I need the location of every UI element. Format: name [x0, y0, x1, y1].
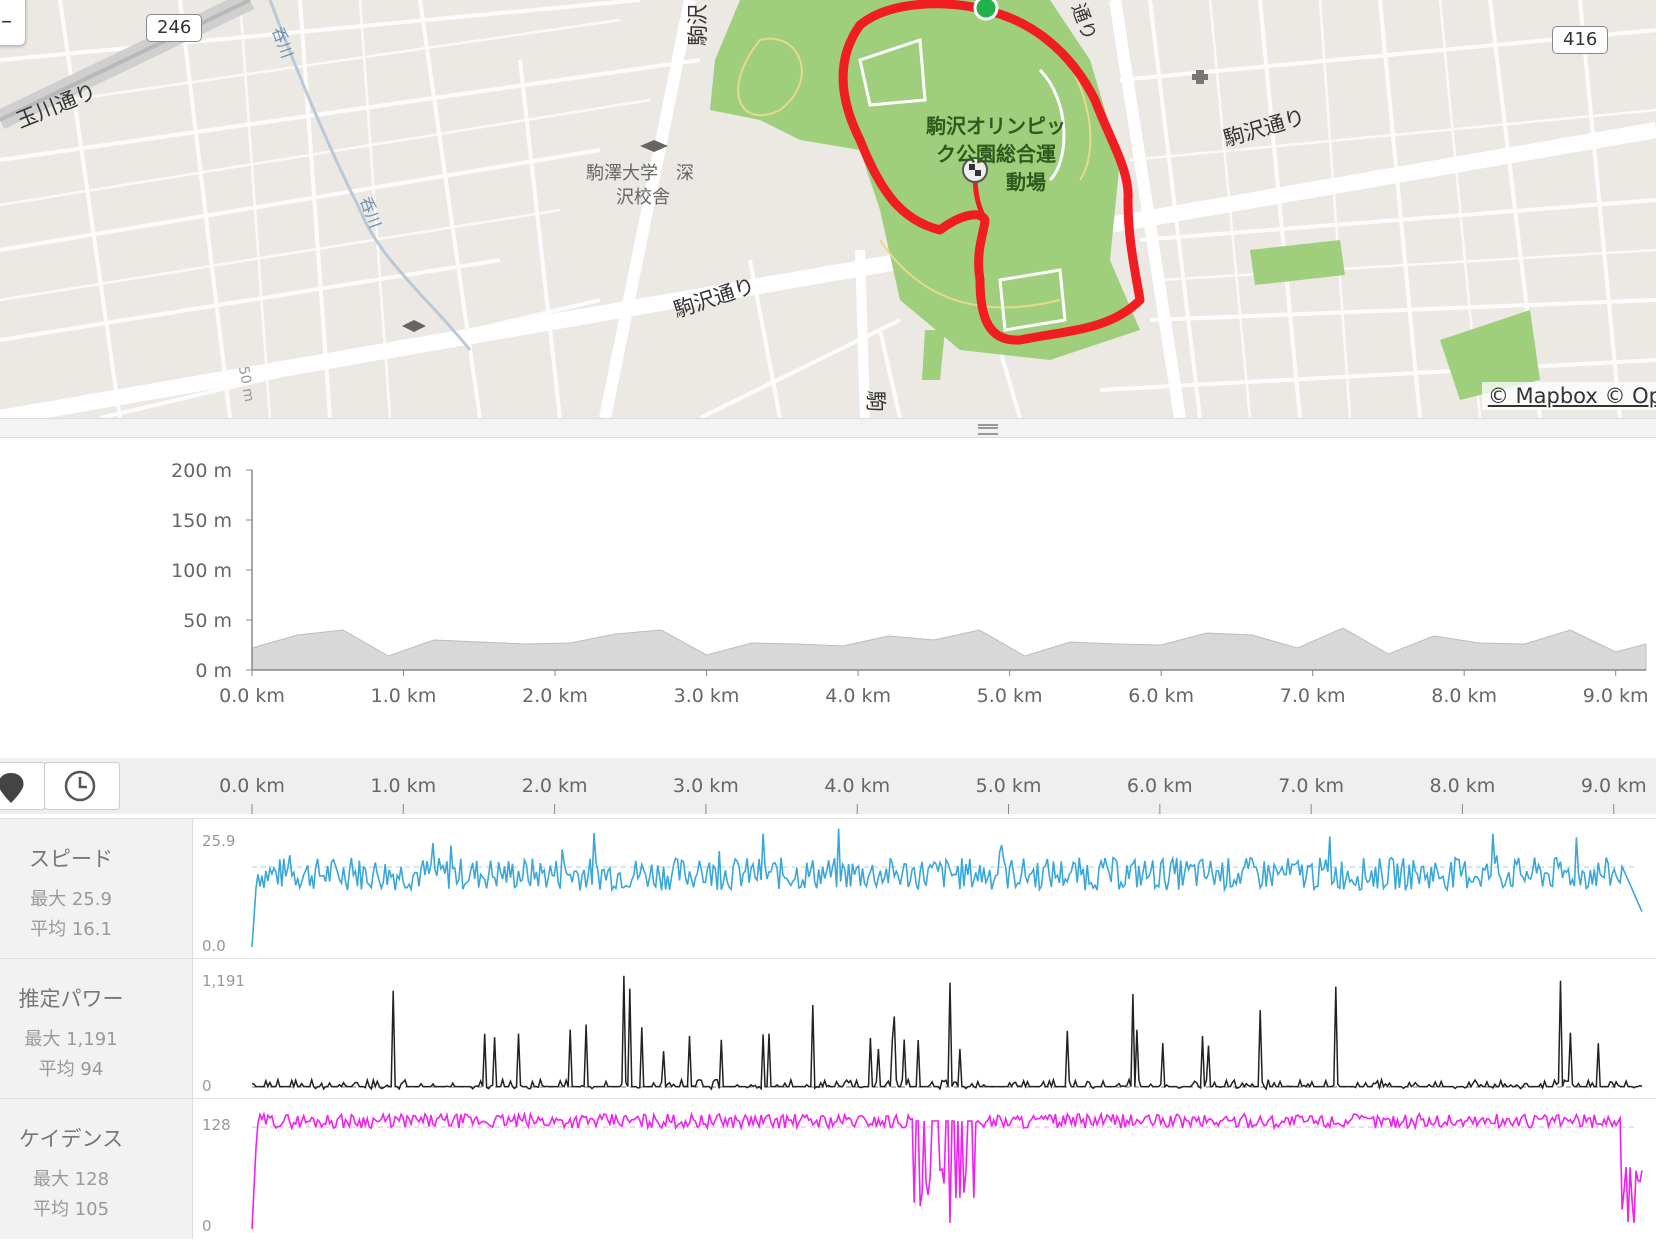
power-ymax: 1,191 [202, 972, 245, 990]
time-mode-button[interactable] [44, 762, 120, 810]
elevation-xtick-label: 3.0 km [674, 685, 740, 707]
distance-axis-label: 9.0 km [1581, 775, 1647, 797]
power-series-line [251, 975, 1643, 1091]
power-chart[interactable]: 1,191 0 [192, 959, 1656, 1099]
speed-chart[interactable]: 25.9 0.0 [192, 819, 1656, 959]
cadence-panel: ケイデンス 最大 128 平均 105 128 0 [0, 1098, 1656, 1239]
elevation-xtick-label: 2.0 km [522, 685, 588, 707]
elevation-xtick-label: 6.0 km [1128, 685, 1194, 707]
route-map[interactable]: – 246 416 玉川通り 駒沢通り 駒沢通り 駒沢 駒 通り 駒沢オリンピッ… [0, 0, 1656, 418]
cadence-ymax: 128 [202, 1116, 231, 1134]
start-marker [973, 0, 999, 21]
elevation-xtick-label: 9.0 km [1583, 685, 1649, 707]
elevation-chart: 200 m 150 m 100 m 50 m 0 m 0.0 km 1.0 km 2.0 k… [171, 460, 1649, 707]
power-max: 最大 1,191 [24, 1029, 118, 1050]
cadence-series-line [251, 1111, 1643, 1230]
map-attribution[interactable]: © Mapbox © Op [1481, 382, 1656, 410]
resize-handle[interactable] [0, 418, 1656, 438]
speed-avg: 平均 16.1 [30, 919, 112, 940]
elevation-xtick-label: 8.0 km [1431, 685, 1497, 707]
elevation-ytick-label: 150 m [171, 510, 232, 532]
elevation-xtick-label: 7.0 km [1280, 685, 1346, 707]
distance-axis-label: 1.0 km [370, 775, 436, 797]
power-title: 推定パワー [18, 987, 124, 1011]
distance-axis-label: 2.0 km [522, 775, 588, 797]
distance-axis-label: 3.0 km [673, 775, 739, 797]
route-shield-246: 246 [146, 14, 203, 42]
cadence-ymin: 0 [202, 1217, 212, 1235]
distance-axis-label: 0.0 km [219, 775, 285, 797]
chart-toolbar [0, 758, 1656, 814]
route-shield-416: 416 [1552, 26, 1609, 54]
power-sidebar: 推定パワー 最大 1,191 平均 94 [0, 959, 193, 1099]
zoom-control[interactable]: – [0, 0, 26, 46]
distance-axis-label: 4.0 km [824, 775, 890, 797]
map-pin-icon[interactable] [0, 763, 45, 809]
distance-mode-button[interactable] [0, 762, 46, 810]
cadence-chart[interactable]: 128 0 [192, 1099, 1656, 1239]
elevation-xtick-label: 1.0 km [371, 685, 437, 707]
grip-icon[interactable] [978, 424, 998, 435]
park-label: 駒沢オリンピッ ク公園総合運 動場 [926, 114, 1066, 194]
speed-panel: スピード 最大 25.9 平均 16.1 25.9 0.0 [0, 818, 1656, 959]
speed-title: スピード [29, 847, 113, 871]
elevation-xtick-label: 5.0 km [977, 685, 1043, 707]
elevation-ytick-label: 100 m [171, 560, 232, 582]
cadence-max: 最大 128 [32, 1169, 110, 1190]
power-ymin: 0 [202, 1077, 212, 1095]
cadence-title: ケイデンス [18, 1127, 124, 1151]
power-avg: 平均 94 [38, 1059, 104, 1080]
university-label: 駒澤大学 深 沢校舎 [586, 163, 694, 208]
speed-sidebar: スピード 最大 25.9 平均 16.1 [0, 819, 193, 959]
distance-axis: 0.0 km 1.0 km 2.0 km 3.0 km 4.0 km 5.0 km 6.0 … [219, 775, 1647, 814]
elevation-area [251, 627, 1647, 671]
elevation-ytick-label: 0 m [195, 660, 232, 682]
elevation-xtick-label: 4.0 km [825, 685, 891, 707]
elevation-ytick-label: 50 m [183, 610, 232, 632]
speed-ymin: 0.0 [202, 937, 226, 955]
distance-axis-label: 7.0 km [1278, 775, 1344, 797]
power-panel: 推定パワー 最大 1,191 平均 94 1,191 0 [0, 958, 1656, 1099]
elevation-ytick-label: 200 m [171, 460, 232, 482]
road-label-komazawa-north: 駒沢 [686, 4, 710, 46]
distance-axis-label: 6.0 km [1127, 775, 1193, 797]
speed-max: 最大 25.9 [30, 889, 112, 910]
cadence-avg: 平均 105 [32, 1199, 110, 1220]
elevation-xtick-label: 0.0 km [219, 685, 285, 707]
cadence-sidebar: ケイデンス 最大 128 平均 105 [0, 1099, 193, 1239]
distance-axis-label: 5.0 km [976, 775, 1042, 797]
speed-ymax: 25.9 [202, 832, 235, 850]
map-canvas [0, 0, 1656, 418]
minus-icon[interactable]: – [1, 9, 12, 34]
clock-icon[interactable] [45, 763, 119, 809]
speed-series-line [251, 828, 1643, 948]
road-label-komazawa-south: 駒 [863, 390, 888, 412]
distance-axis-label: 8.0 km [1430, 775, 1496, 797]
